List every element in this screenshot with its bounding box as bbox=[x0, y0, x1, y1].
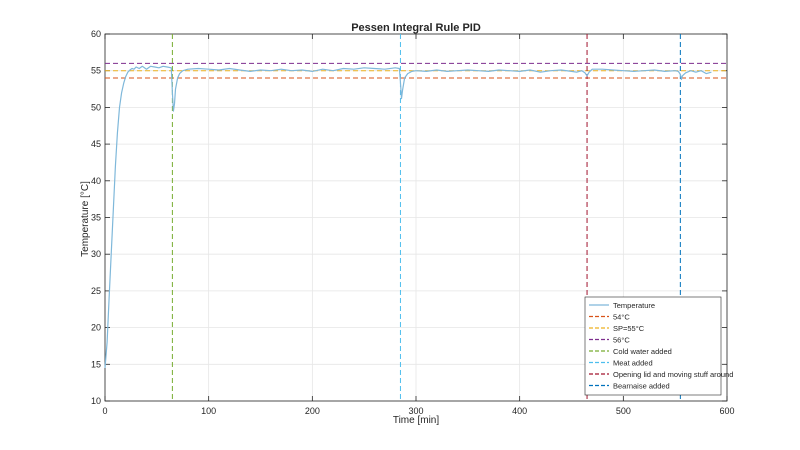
legend-label: SP=55°C bbox=[613, 324, 645, 333]
legend-label: Temperature bbox=[613, 301, 655, 310]
x-tick-label: 100 bbox=[201, 406, 216, 416]
series-line-temperature bbox=[104, 65, 712, 369]
y-tick-label: 50 bbox=[91, 102, 101, 112]
y-tick-label: 40 bbox=[91, 176, 101, 186]
y-tick-label: 55 bbox=[91, 66, 101, 76]
y-tick-label: 35 bbox=[91, 213, 101, 223]
y-tick-label: 30 bbox=[91, 249, 101, 259]
x-axis-label: Time [min] bbox=[393, 415, 440, 426]
plot-area: 0 100 200 300 400 500 600 10 15 20 25 30 35 40 45 50 55 6… bbox=[91, 29, 735, 416]
y-axis-label: Temperature [°C] bbox=[80, 181, 91, 257]
x-tick-label: 0 bbox=[102, 406, 107, 416]
legend-label: Cold water added bbox=[613, 347, 672, 356]
y-tick-label: 20 bbox=[91, 323, 101, 333]
y-tick-label: 10 bbox=[91, 396, 101, 406]
legend-label: Bearnaise added bbox=[613, 381, 670, 390]
x-tick-label: 500 bbox=[616, 406, 631, 416]
chart-title: Pessen Integral Rule PID bbox=[351, 22, 481, 34]
y-tick-label: 60 bbox=[91, 29, 101, 39]
y-tick-label: 25 bbox=[91, 286, 101, 296]
legend-label: Meat added bbox=[613, 358, 653, 367]
y-tick-label: 15 bbox=[91, 359, 101, 369]
x-tick-label: 600 bbox=[719, 406, 734, 416]
legend-label: Opening lid and moving stuff around bbox=[613, 370, 733, 379]
legend: Temperature 54°C SP=55°C 56°C Cold water add… bbox=[584, 296, 733, 396]
legend-label: 56°C bbox=[613, 335, 630, 344]
x-tick-label: 200 bbox=[305, 406, 320, 416]
legend-label: 54°C bbox=[613, 312, 630, 321]
legend-box bbox=[584, 296, 722, 396]
x-tick-label: 400 bbox=[512, 406, 527, 416]
y-tick-label: 45 bbox=[91, 139, 101, 149]
x-tick-label: 300 bbox=[408, 406, 423, 416]
